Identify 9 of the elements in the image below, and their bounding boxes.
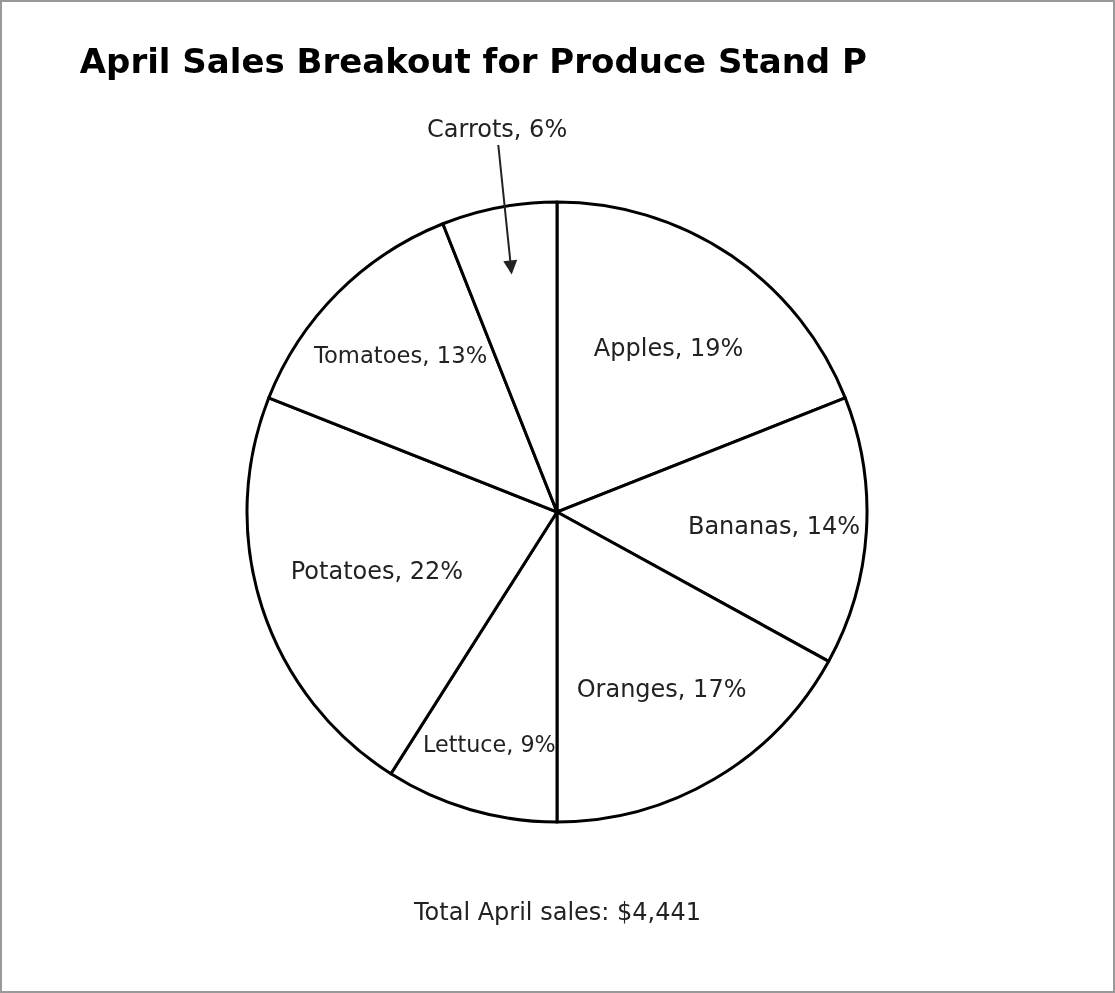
slice-label: Bananas, 14% [687, 511, 861, 540]
slice-label: Apples, 19% [593, 333, 744, 362]
text: Total April sales: $4,441 [413, 898, 702, 926]
slice-label: Oranges, 17% [576, 674, 747, 703]
slice-label: Carrots, 6% [427, 115, 568, 143]
slice-label: Potatoes, 22% [290, 556, 464, 585]
chart-title: April Sales Breakout for Produce Stand P [79, 41, 867, 82]
slice-label: Tomatoes, 13% [312, 341, 488, 368]
slice-label: Lettuce, 9% [423, 731, 556, 758]
